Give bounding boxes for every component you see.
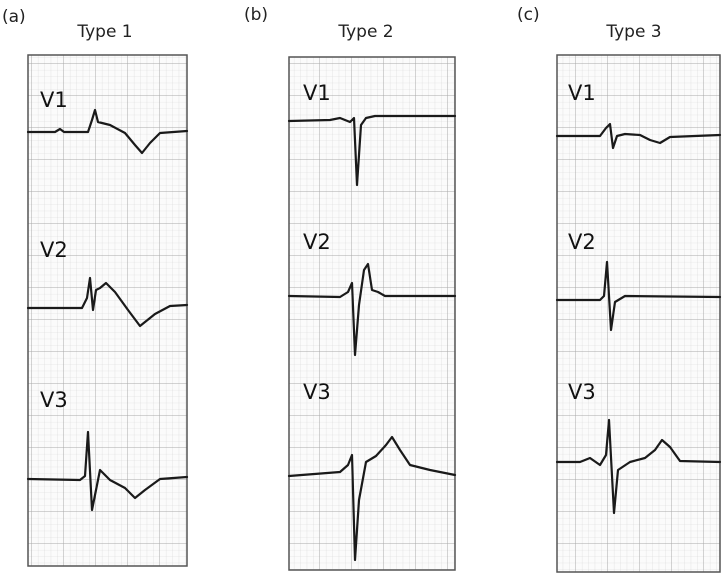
panel-label: (c) [517, 5, 540, 25]
lead-label: V3 [568, 380, 596, 404]
ecg-trace [287, 262, 457, 357]
lead-label: V3 [40, 388, 68, 412]
ecg-grid [288, 56, 456, 571]
panel-label: (a) [2, 7, 26, 27]
ecg-grid [556, 54, 721, 573]
lead-label: V2 [568, 230, 596, 254]
lead-label: V1 [40, 88, 68, 112]
panel-b: (b) Type 2 V1 V2 V3 [244, 5, 457, 571]
ecg-trace [555, 260, 722, 332]
lead-label: V3 [303, 380, 331, 404]
ecg-trace [555, 122, 722, 150]
ecg-trace [26, 430, 189, 512]
panel-c: (c) Type 3 V1 V2 V3 [517, 5, 722, 573]
ecg-trace [287, 435, 457, 562]
lead-label: V1 [303, 81, 331, 105]
lead-label: V2 [303, 230, 331, 254]
ecg-trace [26, 108, 189, 155]
ecg-trace [555, 418, 722, 515]
panel-a: (a) Type 1 V1 V2 V3 [2, 7, 189, 567]
panel-title: Type 2 [337, 22, 393, 42]
lead-label: V1 [568, 81, 596, 105]
panel-title: Type 1 [76, 22, 132, 42]
panel-title: Type 3 [605, 22, 661, 42]
panel-label: (b) [244, 5, 268, 25]
lead-label: V2 [40, 238, 68, 262]
ecg-trace [287, 114, 457, 187]
ecg-trace [26, 276, 189, 328]
